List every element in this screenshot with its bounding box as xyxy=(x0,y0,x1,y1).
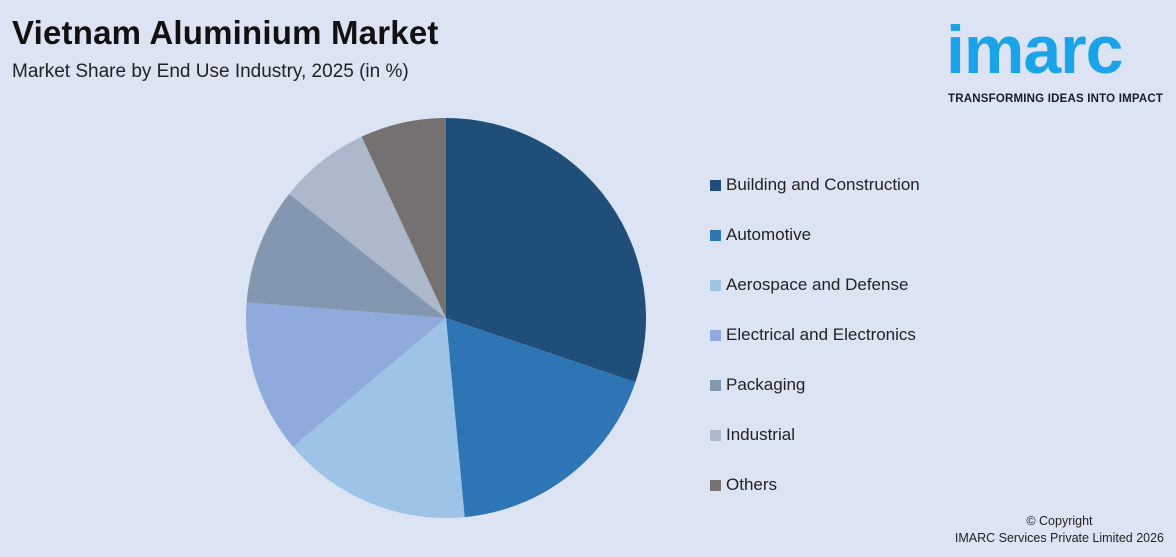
legend-swatch xyxy=(710,379,721,391)
legend-label: Electrical and Electronics xyxy=(726,325,916,344)
legend-swatch xyxy=(710,279,721,291)
legend-item-others: Others xyxy=(710,460,920,510)
chart-legend: Building and Construction Automotive Aeros… xyxy=(710,160,920,510)
pie-chart xyxy=(246,118,646,518)
legend-item-industrial: Industrial xyxy=(710,410,920,460)
legend-item-electrical-and-electronics: Electrical and Electronics xyxy=(710,310,920,360)
pie-slice-building-and-construction xyxy=(446,118,646,383)
chart-title: Vietnam Aluminium Market xyxy=(12,14,439,51)
pie-slice-aerospace-and-defense xyxy=(293,318,465,518)
chart-subtitle: Market Share by End Use Industry, 2025 (… xyxy=(12,61,409,82)
legend-label: Automotive xyxy=(726,225,812,244)
copyright-notice: © Copyright IMARC Services Private Limit… xyxy=(955,513,1164,547)
legend-label: Packaging xyxy=(726,375,806,394)
pie-slice-others xyxy=(361,118,446,318)
legend-swatch xyxy=(710,479,721,491)
legend-label: Others xyxy=(726,475,778,494)
legend-swatch xyxy=(710,229,721,241)
logo-tagline: TRANSFORMING IDEAS INTO IMPACT xyxy=(948,93,1164,105)
legend-label: Aerospace and Defense xyxy=(726,275,909,294)
copyright-line-1: © Copyright xyxy=(1026,514,1093,528)
legend-swatch xyxy=(710,429,721,441)
legend-item-automotive: Automotive xyxy=(710,210,920,260)
pie-slice-automotive xyxy=(446,318,636,518)
legend-item-packaging: Packaging xyxy=(710,360,920,410)
pie-slice-packaging xyxy=(246,193,446,318)
copyright-line-2: IMARC Services Private Limited 2026 xyxy=(954,531,1164,545)
pie-slice-industrial xyxy=(289,136,446,318)
legend-label: Industrial xyxy=(726,425,795,444)
legend-swatch xyxy=(710,329,721,341)
legend-swatch xyxy=(710,179,721,191)
logo-wordmark: imarc xyxy=(946,12,1123,88)
legend-item-building-and-construction: Building and Construction xyxy=(710,160,920,210)
legend-label: Building and Construction xyxy=(726,175,920,194)
imarc-logo: imarc TRANSFORMING IDEAS INTO IMPACT xyxy=(946,10,1172,110)
pie-slice-electrical-and-electronics xyxy=(246,302,446,447)
legend-item-aerospace-and-defense: Aerospace and Defense xyxy=(710,260,920,310)
